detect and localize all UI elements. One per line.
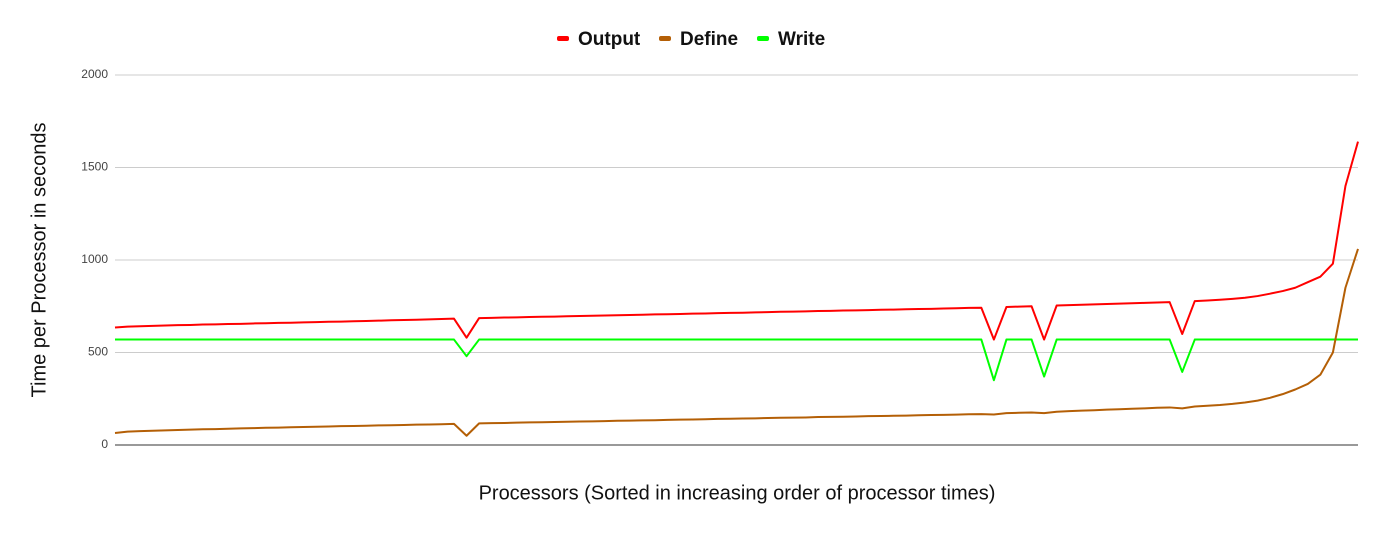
y-tick-label: 1000 (81, 252, 108, 266)
y-tick-label: 2000 (81, 67, 108, 81)
legend-swatch (659, 36, 671, 41)
legend-label: Output (578, 29, 641, 50)
legend-label: Write (778, 29, 825, 50)
y-tick-label: 500 (88, 345, 108, 359)
legend-swatch (557, 36, 569, 41)
y-tick-label: 0 (101, 437, 108, 451)
y-tick-label: 1500 (81, 160, 108, 174)
series-line (114, 248, 1359, 437)
series-line (115, 338, 1358, 382)
legend-swatch (757, 36, 769, 41)
x-axis-title: Processors (Sorted in increasing order o… (479, 482, 996, 504)
series-line (114, 141, 1359, 341)
legend-label: Define (680, 29, 738, 50)
y-axis-title: Time per Processor in seconds (28, 123, 50, 398)
